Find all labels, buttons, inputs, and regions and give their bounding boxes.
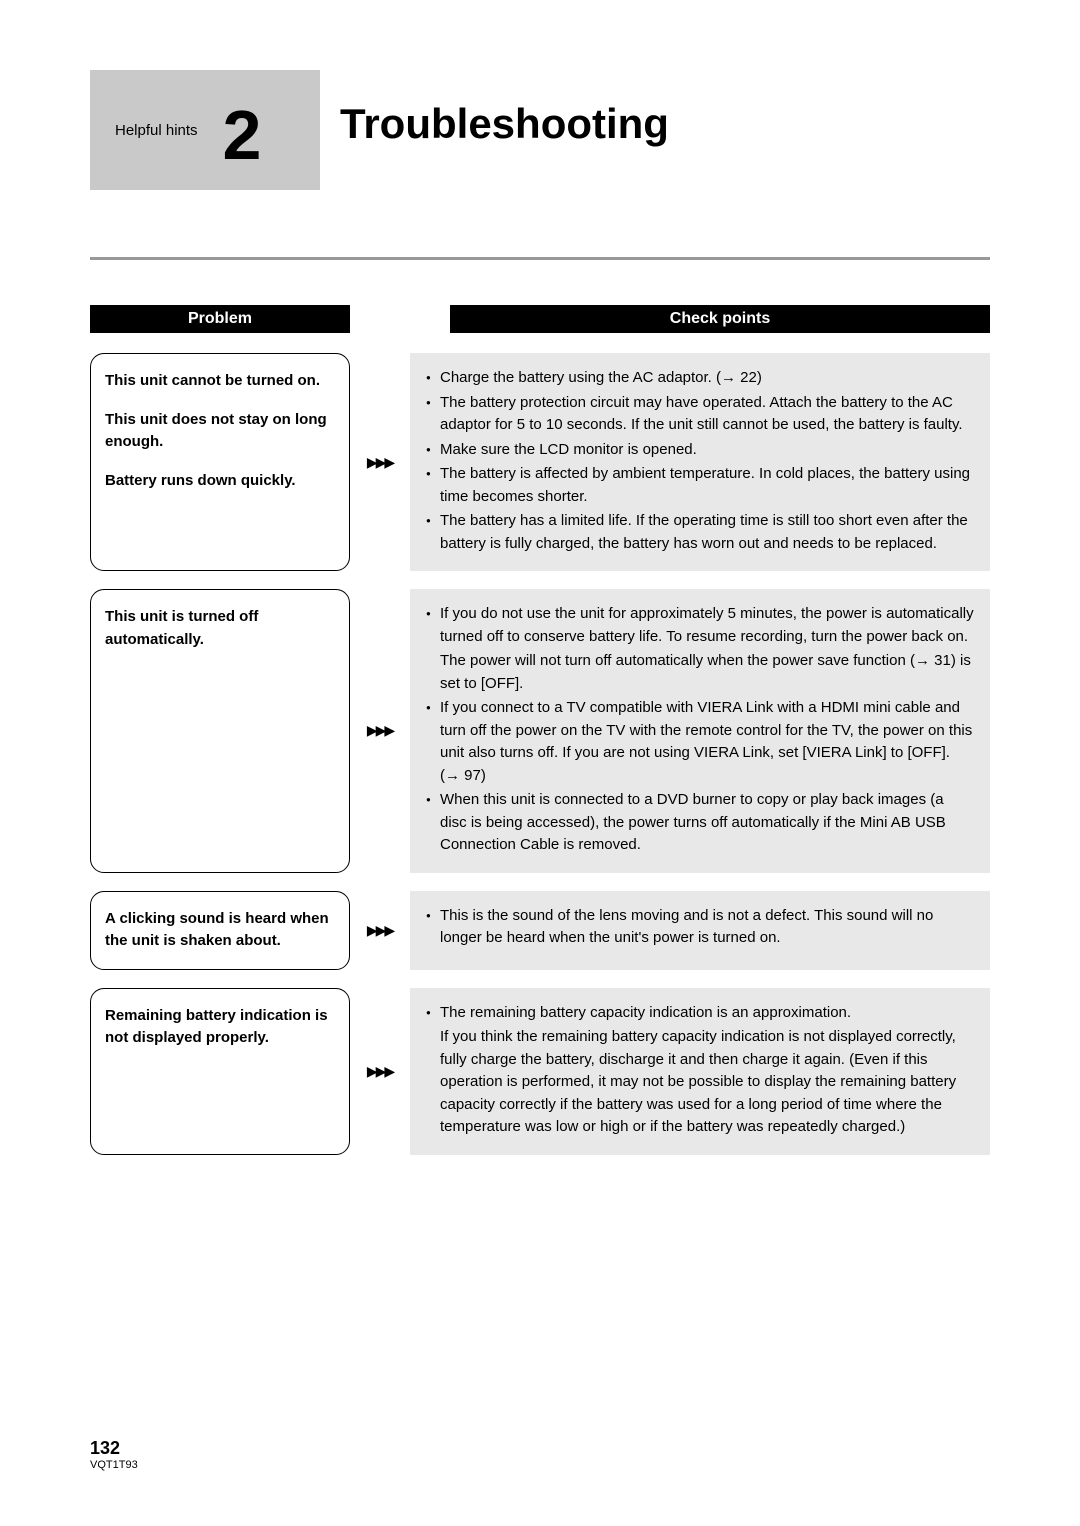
entry-row: This unit is turned off automatically. ▶… [90, 589, 990, 873]
check-box: Charge the battery using the AC adaptor.… [410, 353, 990, 571]
entry-row: Remaining battery indication is not disp… [90, 988, 990, 1155]
column-headers: Problem Check points [90, 305, 990, 333]
arrow-icon: ▶▶▶ [360, 353, 400, 571]
problem-text: This unit cannot be turned on. [105, 370, 335, 393]
check-box: The remaining battery capacity indicatio… [410, 988, 990, 1155]
troubleshooting-entries: This unit cannot be turned on. This unit… [90, 353, 990, 1155]
document-code: VQT1T93 [90, 1459, 138, 1471]
page-title: Troubleshooting [320, 70, 990, 190]
problem-column-header: Problem [90, 305, 350, 333]
header-hints-label: Helpful hints [115, 122, 198, 139]
header-grey-box: Helpful hints 2 [90, 70, 320, 190]
check-item: Make sure the LCD monitor is opened. [426, 439, 974, 462]
problem-text: This unit does not stay on long enough. [105, 409, 335, 454]
check-item: Charge the battery using the AC adaptor.… [426, 367, 974, 390]
check-box: If you do not use the unit for approxima… [410, 589, 990, 873]
page-footer: 132 VQT1T93 [90, 1438, 138, 1471]
entry-row: This unit cannot be turned on. This unit… [90, 353, 990, 571]
arrow-icon: ▶▶▶ [360, 891, 400, 970]
arrow-icon: ▶▶▶ [360, 988, 400, 1155]
check-item: The battery has a limited life. If the o… [426, 510, 974, 555]
check-item: This is the sound of the lens moving and… [426, 905, 974, 950]
check-item: The remaining battery capacity indicatio… [426, 1002, 974, 1025]
problem-box: This unit cannot be turned on. This unit… [90, 353, 350, 571]
check-item: If you connect to a TV compatible with V… [426, 697, 974, 787]
section-number: 2 [223, 100, 262, 170]
check-subtext: If you think the remaining battery capac… [426, 1026, 974, 1139]
check-column-header: Check points [450, 305, 990, 333]
check-item: When this unit is connected to a DVD bur… [426, 789, 974, 857]
check-subtext: The power will not turn off automaticall… [426, 650, 974, 695]
problem-text: This unit is turned off automatically. [105, 606, 335, 651]
check-box: This is the sound of the lens moving and… [410, 891, 990, 970]
arrow-icon: ▶▶▶ [360, 589, 400, 873]
problem-text: Remaining battery indication is not disp… [105, 1005, 335, 1050]
problem-box: A clicking sound is heard when the unit … [90, 891, 350, 970]
check-item: The battery protection circuit may have … [426, 392, 974, 437]
page-header: Helpful hints 2 Troubleshooting [90, 70, 990, 190]
check-item: If you do not use the unit for approxima… [426, 603, 974, 648]
problem-text: Battery runs down quickly. [105, 470, 335, 493]
page-number: 132 [90, 1438, 138, 1459]
problem-box: This unit is turned off automatically. [90, 589, 350, 873]
problem-text: A clicking sound is heard when the unit … [105, 908, 335, 953]
entry-row: A clicking sound is heard when the unit … [90, 891, 990, 970]
problem-box: Remaining battery indication is not disp… [90, 988, 350, 1155]
check-item: The battery is affected by ambient tempe… [426, 463, 974, 508]
